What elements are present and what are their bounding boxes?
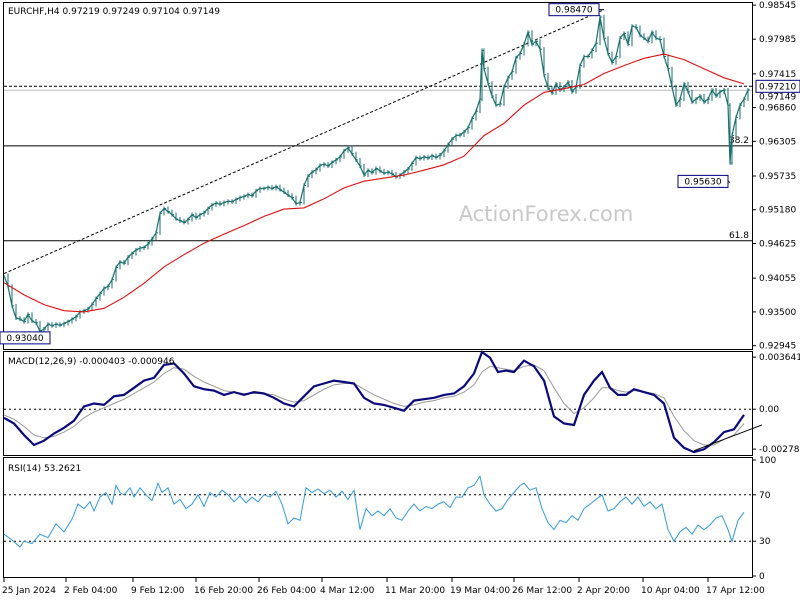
x-tick-label: 25 Jan 2024 xyxy=(2,586,56,596)
fib-level-label: 61.8 xyxy=(729,231,749,241)
x-tick-label: 19 Mar 04:00 xyxy=(450,586,510,596)
macd-y-tick-label: 0.00 xyxy=(759,405,779,415)
price-y-tick-label: 0.92945 xyxy=(759,342,796,352)
price-y-tick-label: 0.97415 xyxy=(759,70,796,80)
price-layer: 38.2 61.8 0.98470 0.95630 0.93040 xyxy=(0,3,752,345)
price-y-tick-label: 0.93500 xyxy=(759,308,796,318)
annotation-box xyxy=(0,331,51,345)
price-panel xyxy=(3,2,753,350)
fib-level-label: 38.2 xyxy=(729,136,749,146)
current-price-tag-label: 0.97210 xyxy=(759,82,796,92)
macd-line xyxy=(3,350,745,454)
rsi-line xyxy=(3,474,745,548)
rsi-y-tick-label: 70 xyxy=(759,491,771,501)
annotation-label: 0.95630 xyxy=(684,177,721,187)
annotation-label: 0.93040 xyxy=(6,334,43,344)
macd-y-tick-label: -0.002788 xyxy=(759,445,800,455)
x-tick-label: 26 Feb 04:00 xyxy=(257,586,316,596)
x-tick-label: 11 Mar 20:00 xyxy=(385,586,445,596)
x-tick-label: 17 Apr 12:00 xyxy=(706,586,765,596)
price-title: EURCHF,H4 0.97219 0.97249 0.97104 0.9714… xyxy=(8,7,220,17)
macd-layer xyxy=(3,350,763,454)
price-y-tick-label: 0.94625 xyxy=(759,239,796,249)
rsi-panel xyxy=(3,457,753,578)
annotation-pointer xyxy=(727,180,731,183)
rsi-layer xyxy=(3,474,752,548)
macd-y-tick-label: 0.003641 xyxy=(759,353,800,363)
macd-title: MACD(12,26,9) -0.000403 -0.000946 xyxy=(8,357,175,367)
rsi-title: RSI(14) 53.2621 xyxy=(8,464,81,474)
rsi-y-tick-label: 0 xyxy=(759,572,765,582)
x-tick-label: 9 Feb 12:00 xyxy=(131,586,185,596)
price-y-tick-label: 0.95180 xyxy=(759,206,796,216)
sma-line xyxy=(3,53,745,313)
x-tick-label: 2 Apr 20:00 xyxy=(577,586,630,596)
price-y-tick-label: 0.98545 xyxy=(759,1,796,11)
x-tick-label: 4 Mar 12:00 xyxy=(320,586,375,596)
watermark: ActionForex.com xyxy=(459,202,634,226)
price-y-tick-label: 0.96860 xyxy=(759,104,796,114)
current-price-tag xyxy=(755,79,800,93)
price-y-tick-label: 0.96305 xyxy=(759,137,796,147)
x-tick-label: 26 Mar 12:00 xyxy=(512,586,572,596)
price-y-tick-label: 0.94055 xyxy=(759,274,796,284)
x-tick-label: 16 Feb 20:00 xyxy=(194,586,253,596)
price-y-tick-label: 0.97985 xyxy=(759,35,796,45)
x-tick-label: 2 Feb 04:00 xyxy=(64,586,118,596)
annotation-label: 0.98470 xyxy=(555,6,592,16)
last-price-label: 0.97149 xyxy=(759,92,796,102)
rsi-y-tick-label: 100 xyxy=(759,456,776,466)
x-tick-label: 10 Apr 04:00 xyxy=(641,586,700,596)
macd-signal-line xyxy=(3,364,745,446)
price-y-tick-label: 0.95735 xyxy=(759,172,796,182)
trend-channel-line xyxy=(3,9,605,275)
rsi-y-tick-label: 30 xyxy=(759,537,771,547)
macd-trend-line xyxy=(693,424,763,452)
